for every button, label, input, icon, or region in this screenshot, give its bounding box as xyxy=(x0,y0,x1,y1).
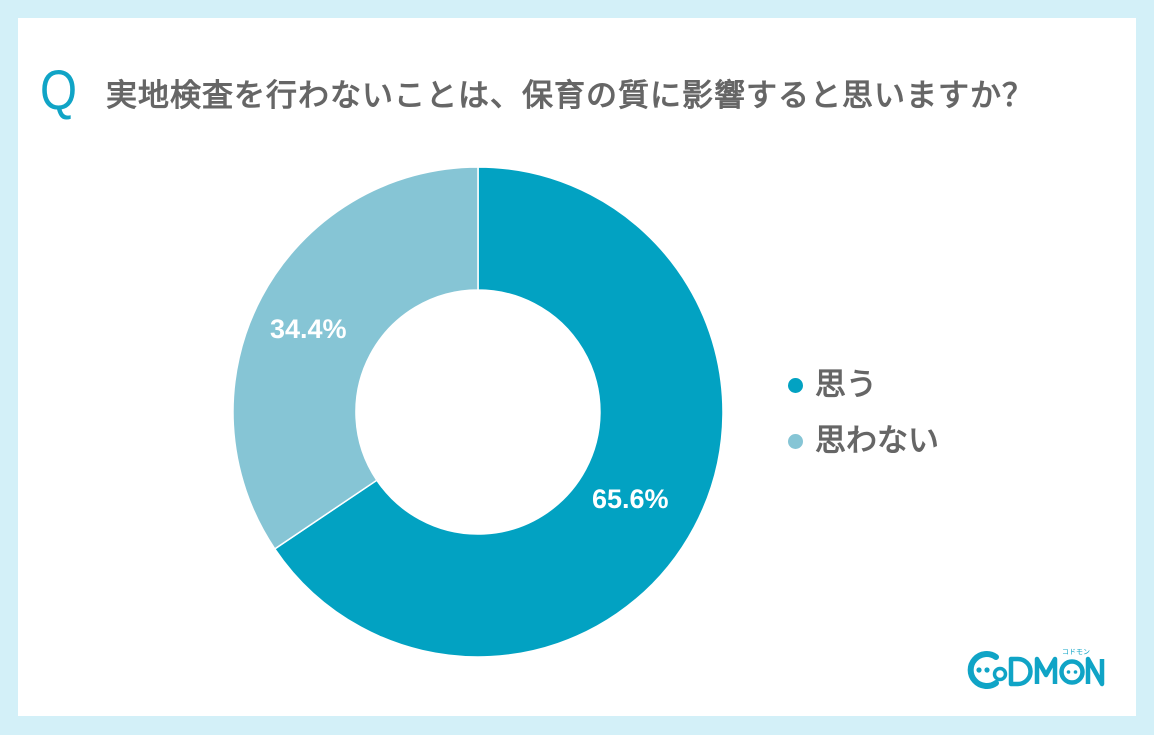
question-mark-icon: Q xyxy=(40,58,78,121)
logo-subtext: コドモン xyxy=(1062,648,1090,656)
legend-label: 思う xyxy=(815,367,877,403)
slice-omowanai xyxy=(232,166,479,550)
donut-chart: 65.6% 34.4% xyxy=(232,166,724,658)
legend-label: 思わない xyxy=(815,423,939,459)
donut-svg xyxy=(232,166,724,658)
legend-dot-icon xyxy=(788,377,803,393)
legend-item-omowanai: 思わない xyxy=(788,413,939,469)
slice-label-omou: 65.6% xyxy=(592,484,669,514)
legend-dot-icon xyxy=(788,433,803,449)
codmon-logo-icon: コドモン xyxy=(967,648,1105,689)
slice-omou xyxy=(273,166,724,658)
chart-title: 実地検査を行わないことは、保育の質に影響すると思いますか？ xyxy=(106,78,1034,114)
legend: 思う 思わない xyxy=(788,357,939,469)
codmon-logo: コドモン xyxy=(966,645,1108,689)
slice-label-omowanai: 34.4% xyxy=(270,314,347,344)
legend-item-omou: 思う xyxy=(788,357,939,413)
